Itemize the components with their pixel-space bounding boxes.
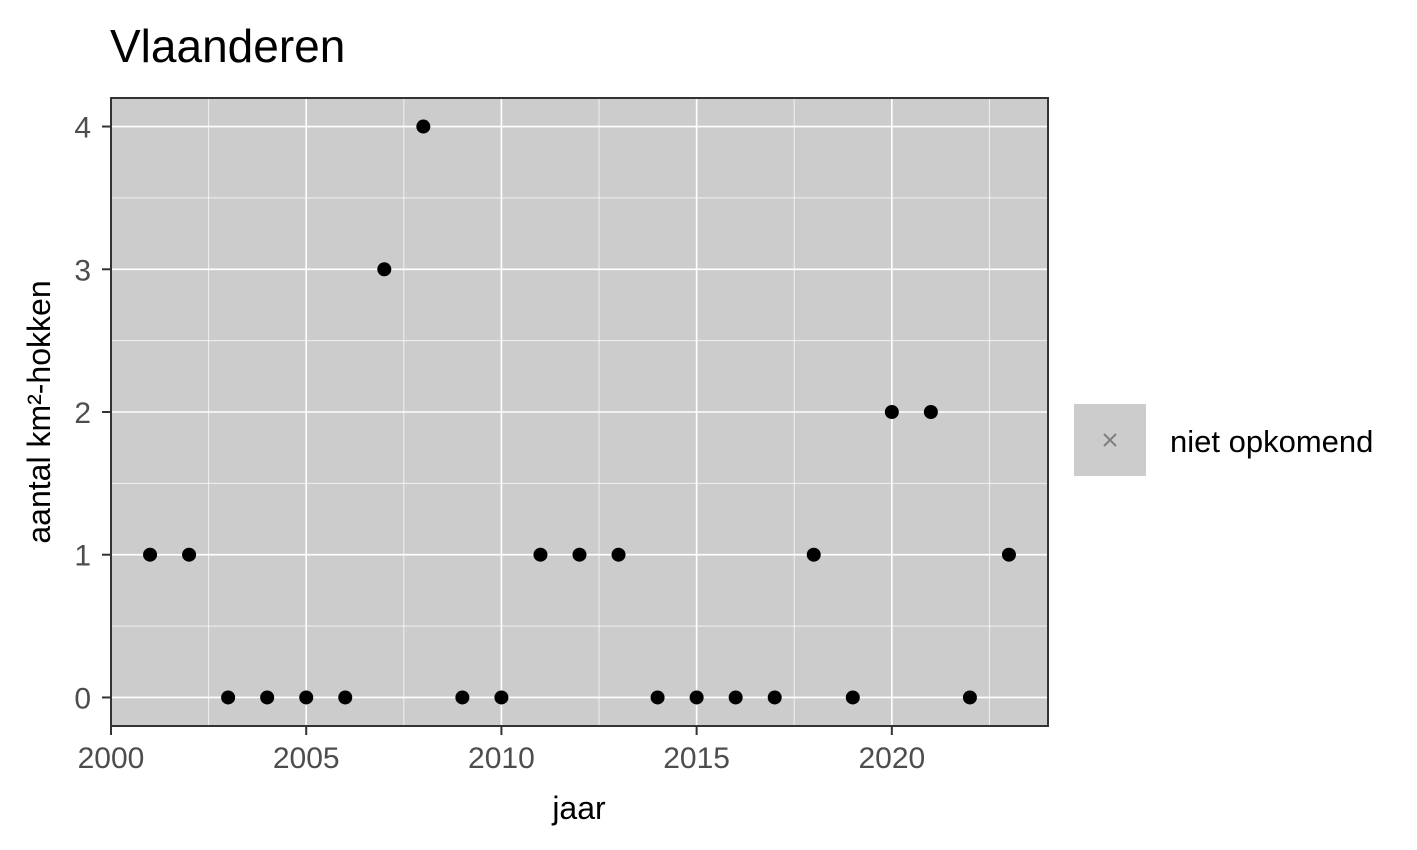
data-point — [533, 547, 548, 562]
data-point — [143, 547, 158, 562]
x-tick-label: 2020 — [858, 742, 925, 775]
y-tick-label: 2 — [74, 397, 91, 430]
data-point — [689, 690, 704, 705]
y-tick-label: 4 — [74, 112, 91, 145]
legend: niet opkomend — [1074, 404, 1373, 476]
y-tick-label: 1 — [74, 540, 91, 573]
data-point — [416, 119, 431, 134]
legend-marker-stroke — [1103, 433, 1117, 447]
data-point — [338, 690, 353, 705]
data-point — [611, 547, 626, 562]
data-point — [806, 547, 821, 562]
data-point — [728, 690, 743, 705]
x-tick-label: 2010 — [468, 742, 535, 775]
legend-x-marker-icon — [1103, 433, 1117, 447]
y-tick-label: 3 — [74, 254, 91, 287]
y-axis-title: aantal km²-hokken — [21, 280, 57, 543]
legend-label: niet opkomend — [1170, 424, 1373, 459]
data-point — [455, 690, 470, 705]
x-tick-label: 2015 — [663, 742, 730, 775]
data-point — [572, 547, 587, 562]
data-point — [494, 690, 509, 705]
data-point — [845, 690, 860, 705]
y-tick-label: 0 — [74, 682, 91, 715]
data-point — [884, 405, 899, 419]
data-point — [299, 690, 314, 705]
data-point — [767, 690, 782, 705]
x-axis: 2000 2005 2010 2015 2020 — [78, 726, 925, 775]
data-point — [923, 405, 938, 419]
data-point — [260, 690, 275, 705]
x-tick-label: 2005 — [273, 742, 340, 775]
x-tick-label: 2000 — [78, 742, 145, 775]
data-point — [182, 547, 197, 562]
x-axis-title: jaar — [551, 790, 606, 826]
chart-title: Vlaanderen — [110, 20, 345, 72]
data-point — [221, 690, 236, 705]
data-point — [1001, 547, 1016, 562]
y-axis: 0 1 2 3 4 — [74, 112, 111, 715]
data-point — [650, 690, 665, 705]
data-point — [377, 262, 392, 277]
data-points — [143, 119, 1016, 705]
data-point — [962, 690, 977, 705]
